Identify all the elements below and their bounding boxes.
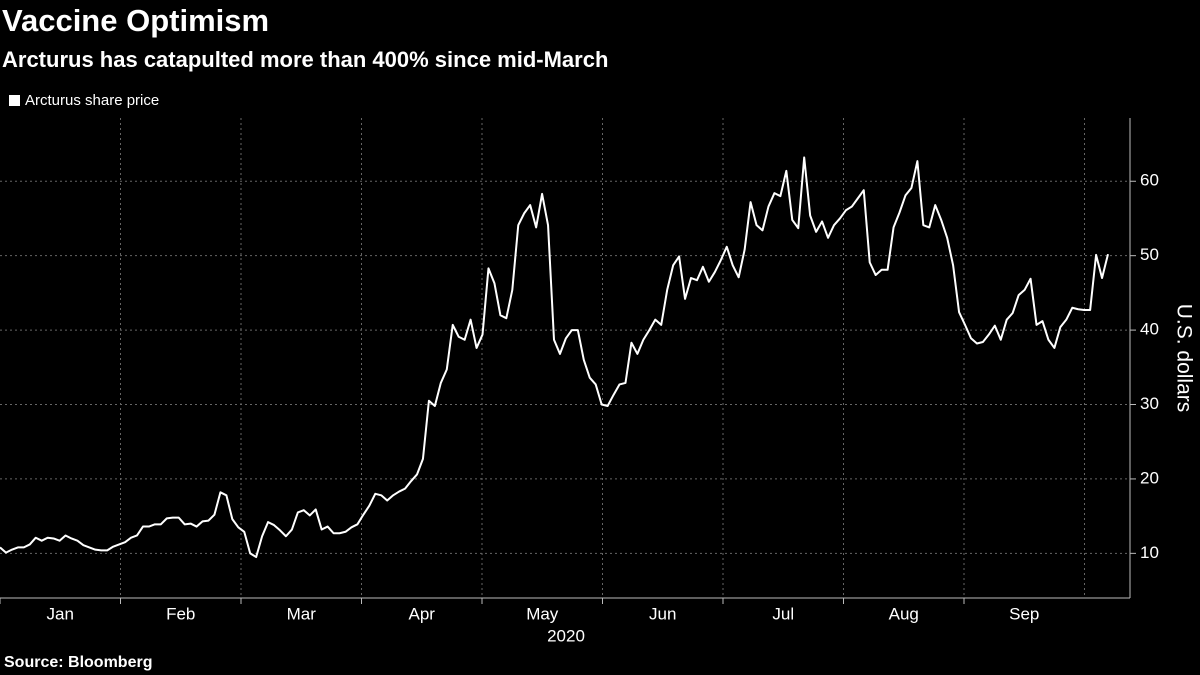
y-tick-label: 40 [1140, 320, 1159, 339]
legend-label: Arcturus share price [25, 92, 159, 109]
y-tick-label: 10 [1140, 543, 1159, 562]
x-tick-label: Apr [409, 604, 436, 623]
x-tick-label: Sep [1009, 604, 1039, 623]
y-tick-label: 20 [1140, 468, 1159, 487]
y-tick-label: 30 [1140, 394, 1159, 413]
price-line [0, 156, 1109, 559]
y-axis-label: U.S. dollars [1172, 304, 1195, 413]
x-tick-label: Mar [287, 604, 317, 623]
x-tick-label: Jul [772, 604, 794, 623]
x-tick-label: May [526, 604, 559, 623]
source: Source: Bloomberg [4, 654, 152, 671]
legend-swatch [9, 95, 20, 106]
y-tick-label: 60 [1140, 171, 1159, 190]
y-tick-label: 50 [1140, 245, 1159, 264]
x-tick-label: Jan [47, 604, 74, 623]
x-tick-label: Feb [166, 604, 195, 623]
x-axis-label: 2020 [547, 626, 585, 645]
chart-title: Vaccine Optimism [2, 3, 269, 38]
x-tick-label: Jun [649, 604, 676, 623]
x-tick-label: Aug [889, 604, 919, 623]
chart-subtitle: Arcturus has catapulted more than 400% s… [2, 47, 608, 72]
